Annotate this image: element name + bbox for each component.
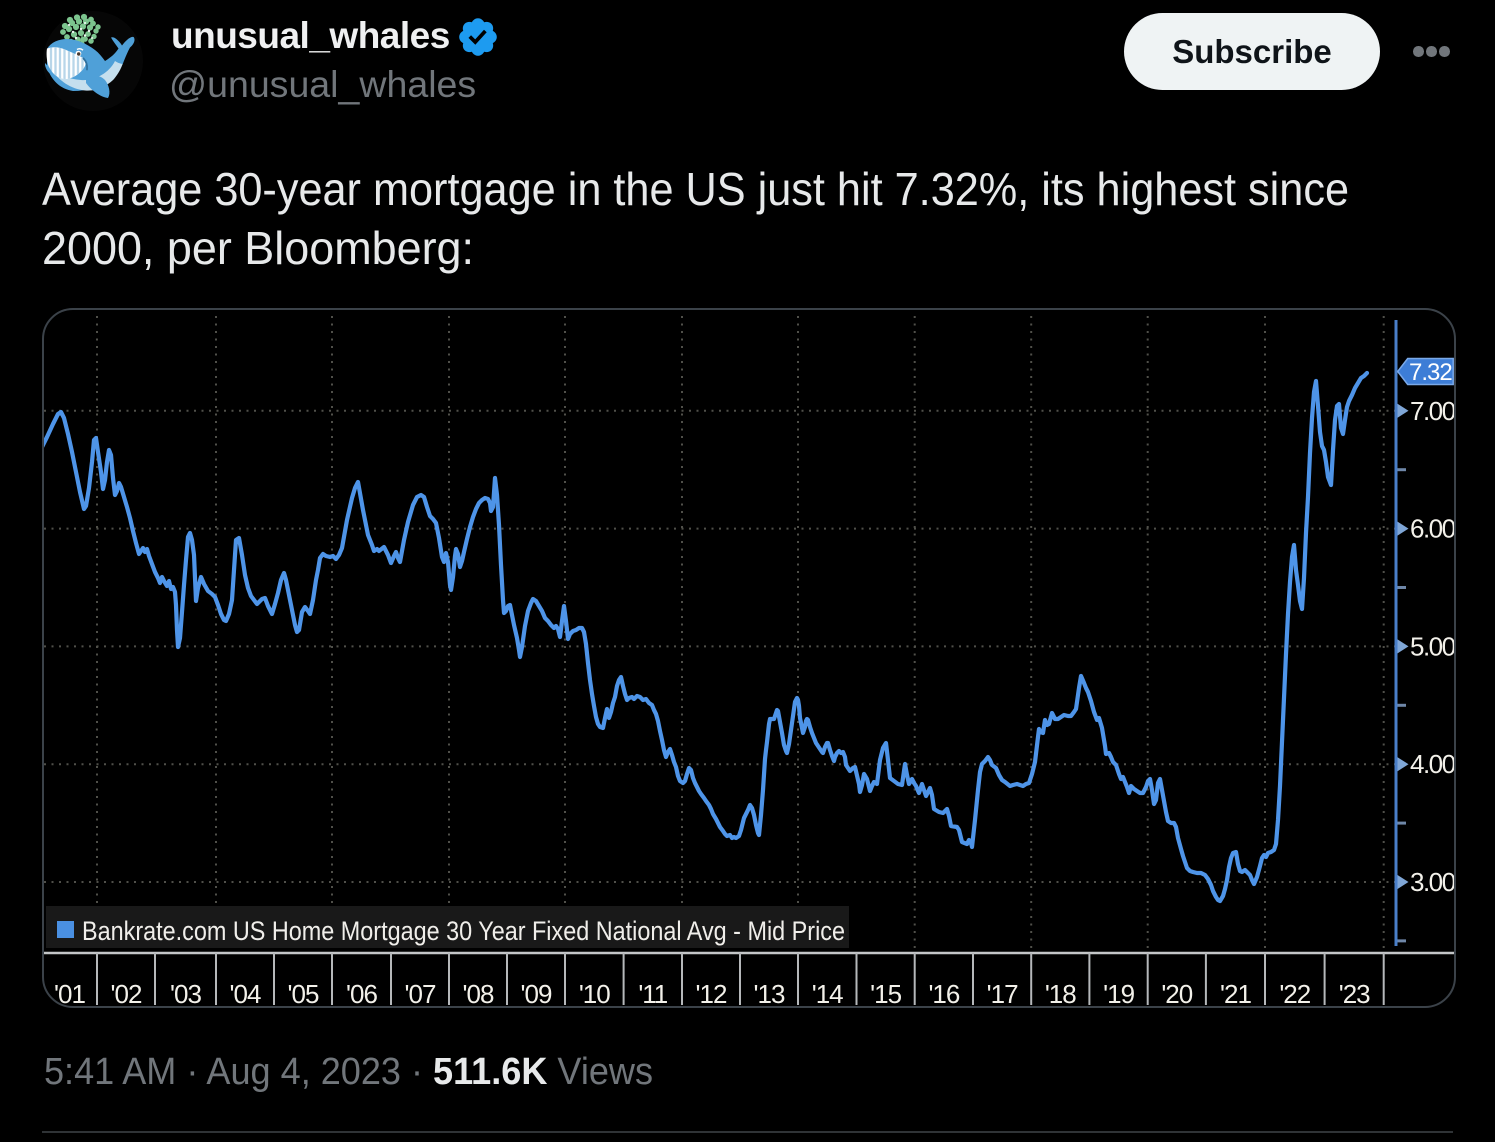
svg-text:'12: '12 [696, 979, 727, 1008]
svg-text:'03: '03 [170, 979, 201, 1008]
svg-text:Bankrate.com US Home Mortgage: Bankrate.com US Home Mortgage 30 Year Fi… [82, 916, 845, 946]
svg-text:7.00: 7.00 [1410, 396, 1456, 426]
svg-text:'14: '14 [812, 979, 843, 1008]
svg-text:'13: '13 [754, 979, 785, 1008]
svg-text:7.32: 7.32 [1409, 359, 1452, 386]
svg-text:'23: '23 [1339, 979, 1370, 1008]
svg-text:'07: '07 [405, 979, 436, 1008]
svg-text:'16: '16 [928, 979, 959, 1008]
svg-text:4.00: 4.00 [1410, 749, 1456, 779]
svg-text:'22: '22 [1279, 979, 1310, 1008]
svg-text:5.00: 5.00 [1410, 631, 1456, 661]
svg-text:'09: '09 [521, 979, 552, 1008]
svg-text:'20: '20 [1161, 979, 1192, 1008]
svg-text:'04: '04 [230, 979, 261, 1008]
svg-text:'18: '18 [1045, 979, 1076, 1008]
svg-text:'05: '05 [288, 979, 319, 1008]
svg-text:3.00: 3.00 [1410, 867, 1456, 897]
svg-text:'21: '21 [1220, 979, 1251, 1008]
svg-text:6.00: 6.00 [1410, 514, 1456, 544]
svg-text:'08: '08 [463, 979, 494, 1008]
svg-text:'01: '01 [54, 979, 85, 1008]
svg-text:'15: '15 [870, 979, 901, 1008]
svg-text:'19: '19 [1103, 979, 1134, 1008]
svg-text:'10: '10 [579, 979, 610, 1008]
svg-text:'06: '06 [346, 979, 377, 1008]
svg-text:'11: '11 [638, 979, 667, 1008]
svg-text:'17: '17 [987, 979, 1018, 1008]
svg-text:'02: '02 [111, 979, 142, 1008]
